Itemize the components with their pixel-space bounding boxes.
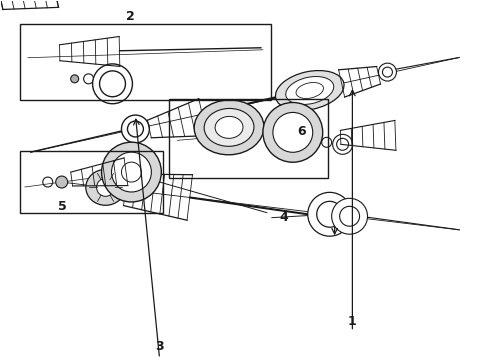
Circle shape — [99, 71, 125, 97]
Circle shape — [337, 138, 348, 150]
Circle shape — [101, 142, 161, 202]
Circle shape — [263, 103, 323, 162]
Bar — [20, 151, 163, 213]
Circle shape — [97, 179, 115, 196]
Circle shape — [378, 63, 396, 81]
Text: 2: 2 — [126, 10, 135, 23]
Ellipse shape — [86, 170, 125, 205]
Bar — [169, 99, 328, 178]
Ellipse shape — [296, 82, 323, 99]
Ellipse shape — [275, 71, 344, 111]
Bar — [20, 24, 271, 100]
Circle shape — [273, 112, 313, 152]
Circle shape — [93, 64, 132, 104]
Circle shape — [333, 134, 353, 154]
Circle shape — [127, 121, 144, 137]
Ellipse shape — [204, 108, 254, 146]
Circle shape — [122, 115, 149, 143]
Circle shape — [71, 75, 78, 83]
Circle shape — [122, 162, 142, 182]
Text: 5: 5 — [58, 201, 66, 213]
Circle shape — [112, 152, 151, 192]
Circle shape — [56, 176, 68, 188]
Text: 6: 6 — [297, 125, 305, 138]
Circle shape — [383, 67, 392, 77]
Ellipse shape — [286, 77, 334, 104]
Ellipse shape — [194, 100, 264, 155]
Circle shape — [332, 198, 368, 234]
Circle shape — [340, 206, 360, 226]
Text: 1: 1 — [348, 315, 357, 328]
Text: 4: 4 — [280, 211, 289, 224]
Circle shape — [308, 192, 352, 236]
Ellipse shape — [215, 116, 243, 138]
Text: 3: 3 — [155, 340, 164, 353]
Circle shape — [317, 201, 343, 227]
